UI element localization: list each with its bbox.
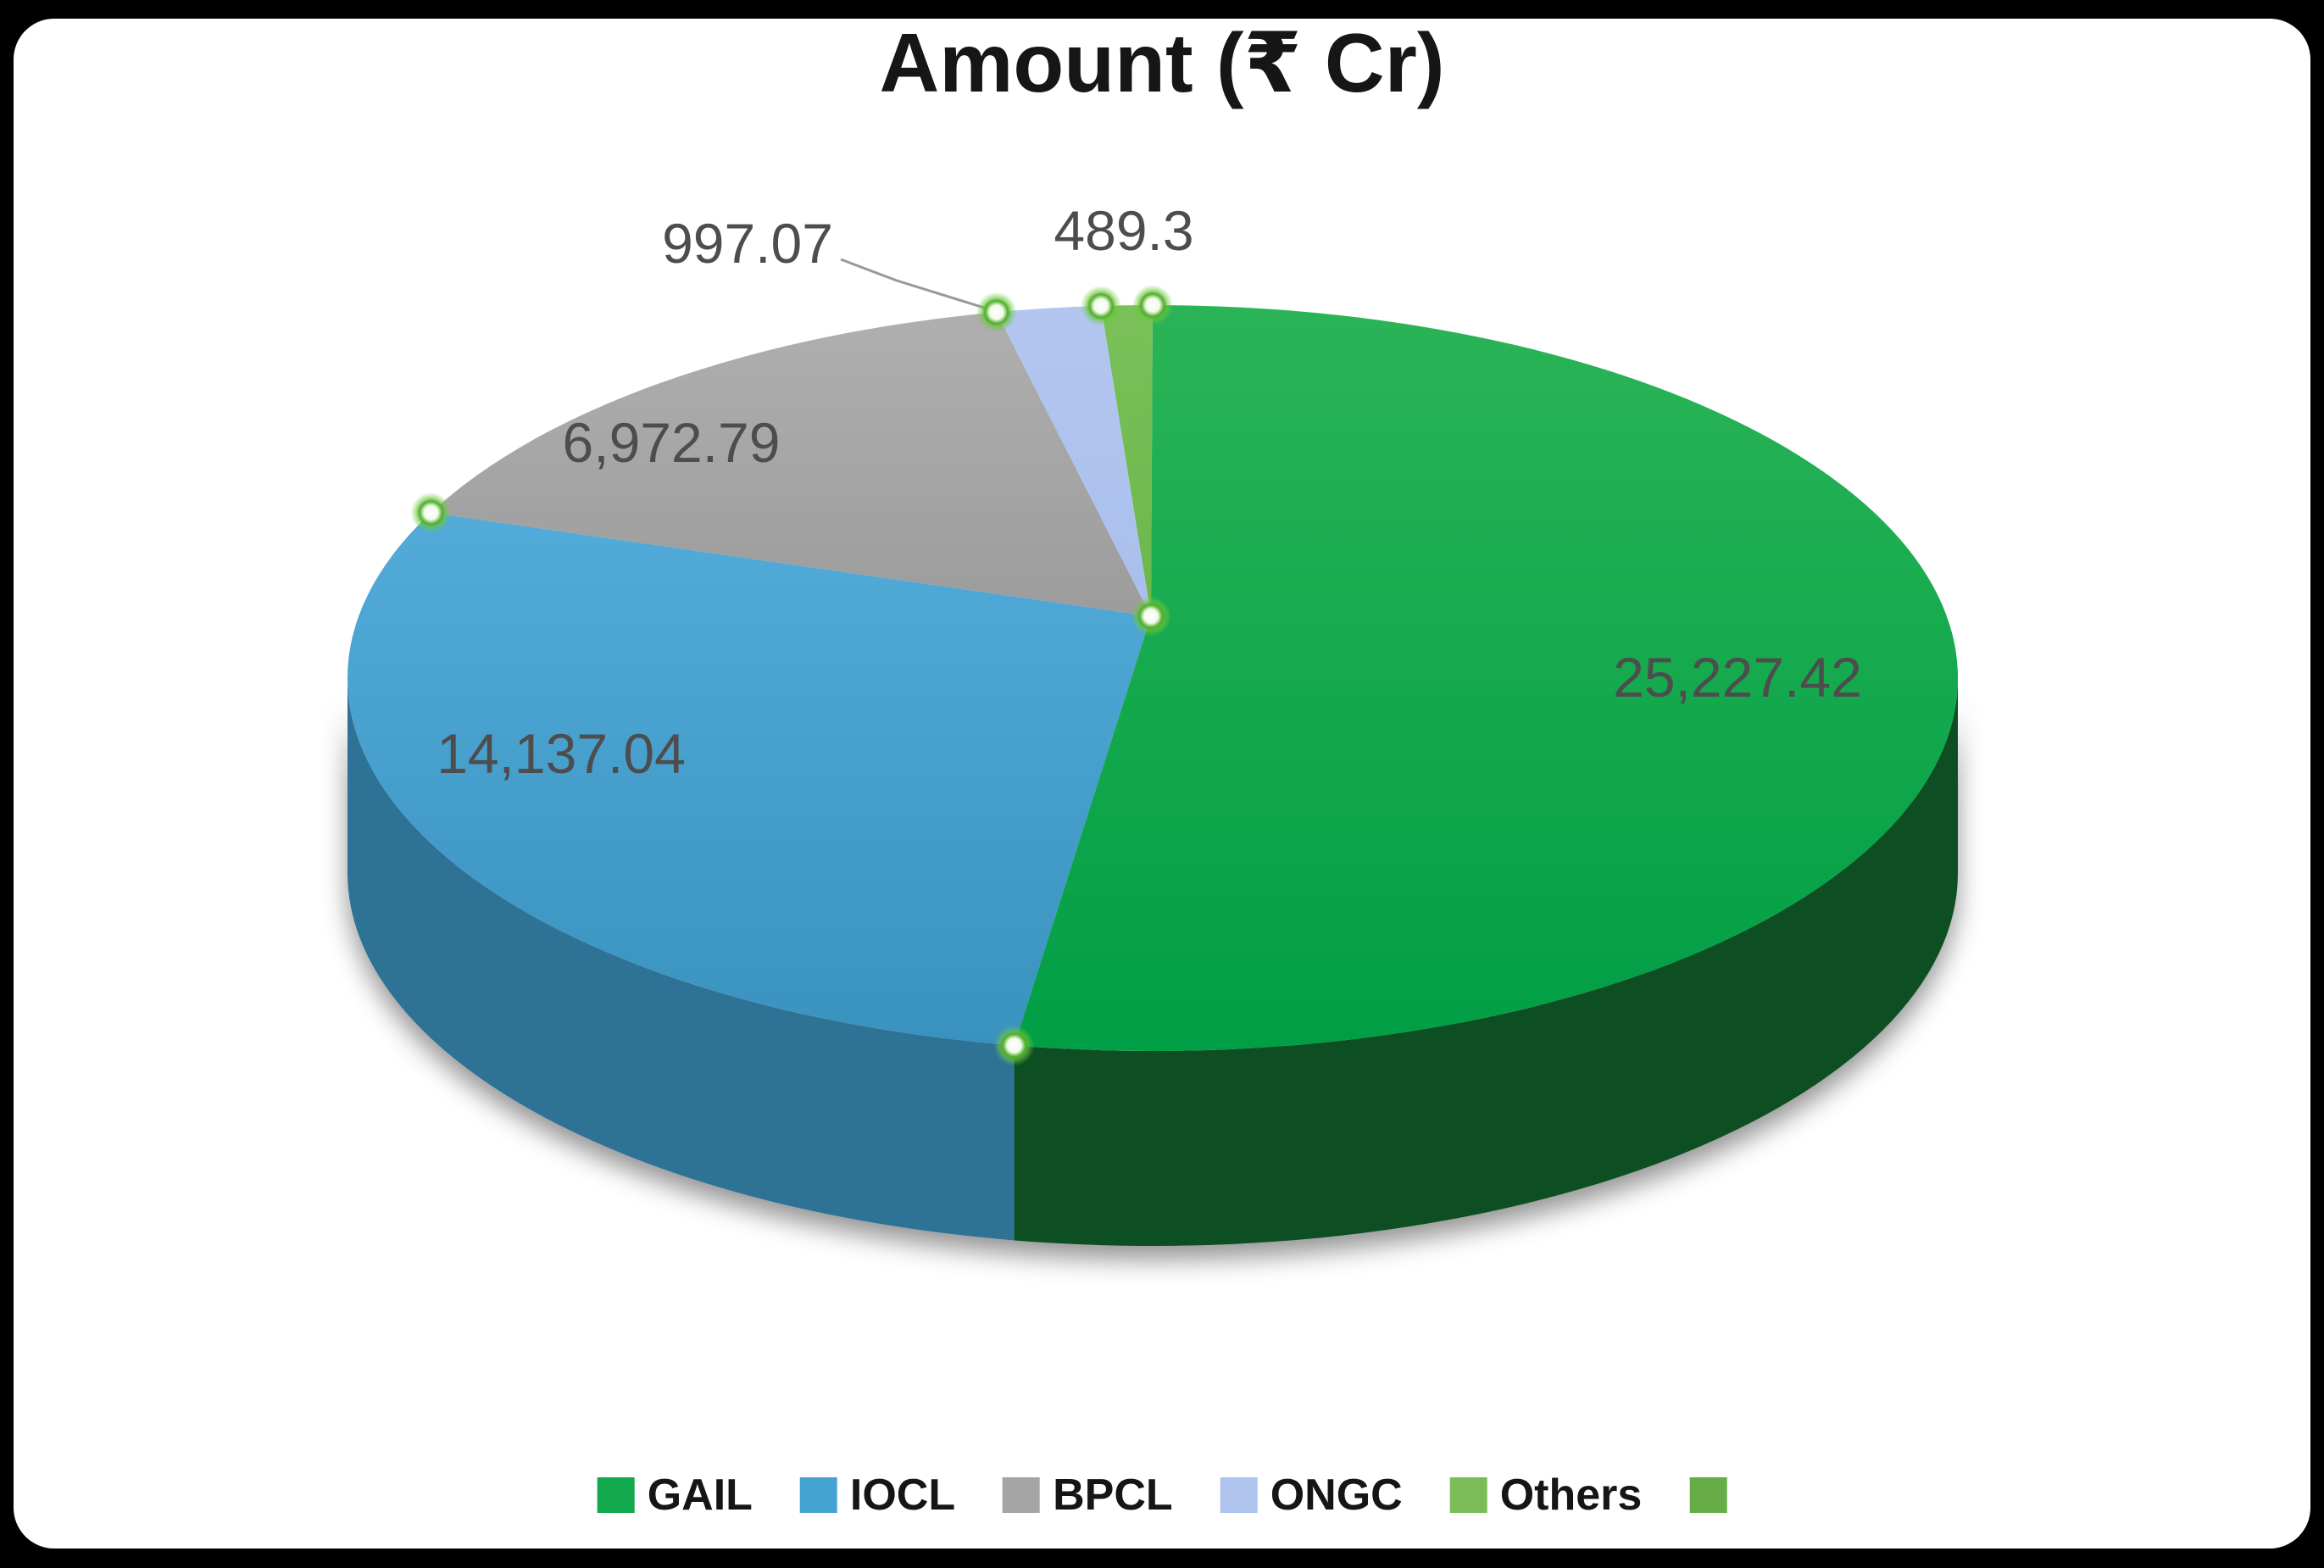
data-label-iocl: 14,137.04 bbox=[436, 722, 686, 785]
chart-title: Amount (₹ Cr) bbox=[879, 16, 1445, 109]
data-label-gail: 25,227.42 bbox=[1613, 646, 1862, 709]
legend-item-ongc[interactable]: ONGC bbox=[1220, 1473, 1403, 1517]
legend-label-ongc: ONGC bbox=[1270, 1471, 1403, 1520]
legend-swatch-extra bbox=[1689, 1477, 1727, 1513]
legend-label-gail: GAIL bbox=[647, 1471, 753, 1520]
legend-swatch-others bbox=[1449, 1477, 1487, 1513]
legend-swatch-ongc bbox=[1220, 1477, 1258, 1513]
pie-slice-iocl[interactable] bbox=[347, 512, 1151, 1046]
pie-slice-side-iocl bbox=[347, 678, 1015, 1241]
series-selection-handles bbox=[410, 285, 1173, 1066]
legend-swatch-gail bbox=[597, 1477, 635, 1513]
pie-slice-side-gail bbox=[1014, 678, 1958, 1246]
selection-handle bbox=[410, 492, 452, 533]
legend-label-others: Others bbox=[1499, 1471, 1643, 1520]
legend-item-gail[interactable]: GAIL bbox=[597, 1471, 753, 1520]
selection-handle bbox=[1080, 285, 1121, 326]
pie-side-walls bbox=[347, 678, 1958, 1246]
data-label-ongc: 997.07 bbox=[662, 212, 833, 275]
legend-label-bpcl: BPCL bbox=[1053, 1471, 1173, 1520]
chart-legend: GAIL IOCL BPCL ONGC Others bbox=[597, 1471, 1727, 1520]
pie-top-faces bbox=[347, 305, 1959, 1051]
legend-swatch-bpcl bbox=[1003, 1477, 1041, 1513]
selection-handle bbox=[1132, 285, 1173, 325]
label-leader-line bbox=[840, 258, 994, 312]
selection-handle bbox=[976, 292, 1017, 333]
legend-item-bpcl[interactable]: BPCL bbox=[1003, 1473, 1173, 1517]
data-label-bpcl: 6,972.79 bbox=[563, 411, 781, 474]
legend-swatch-iocl bbox=[799, 1477, 837, 1513]
pie-slice-ongc[interactable] bbox=[996, 305, 1151, 616]
legend-item-others[interactable]: Others bbox=[1449, 1471, 1643, 1520]
selection-handle bbox=[1131, 596, 1171, 637]
selection-handle bbox=[993, 1025, 1035, 1066]
legend-item-iocl[interactable]: IOCL bbox=[799, 1471, 956, 1520]
legend-item-extra[interactable] bbox=[1689, 1477, 1727, 1513]
legend-label-iocl: IOCL bbox=[849, 1471, 956, 1520]
pie-slice-others[interactable] bbox=[1100, 305, 1153, 616]
data-label-others: 489.3 bbox=[1054, 199, 1193, 262]
pie-slice-bpcl[interactable] bbox=[431, 312, 1152, 616]
pie-slice-gail[interactable] bbox=[1014, 305, 1959, 1051]
